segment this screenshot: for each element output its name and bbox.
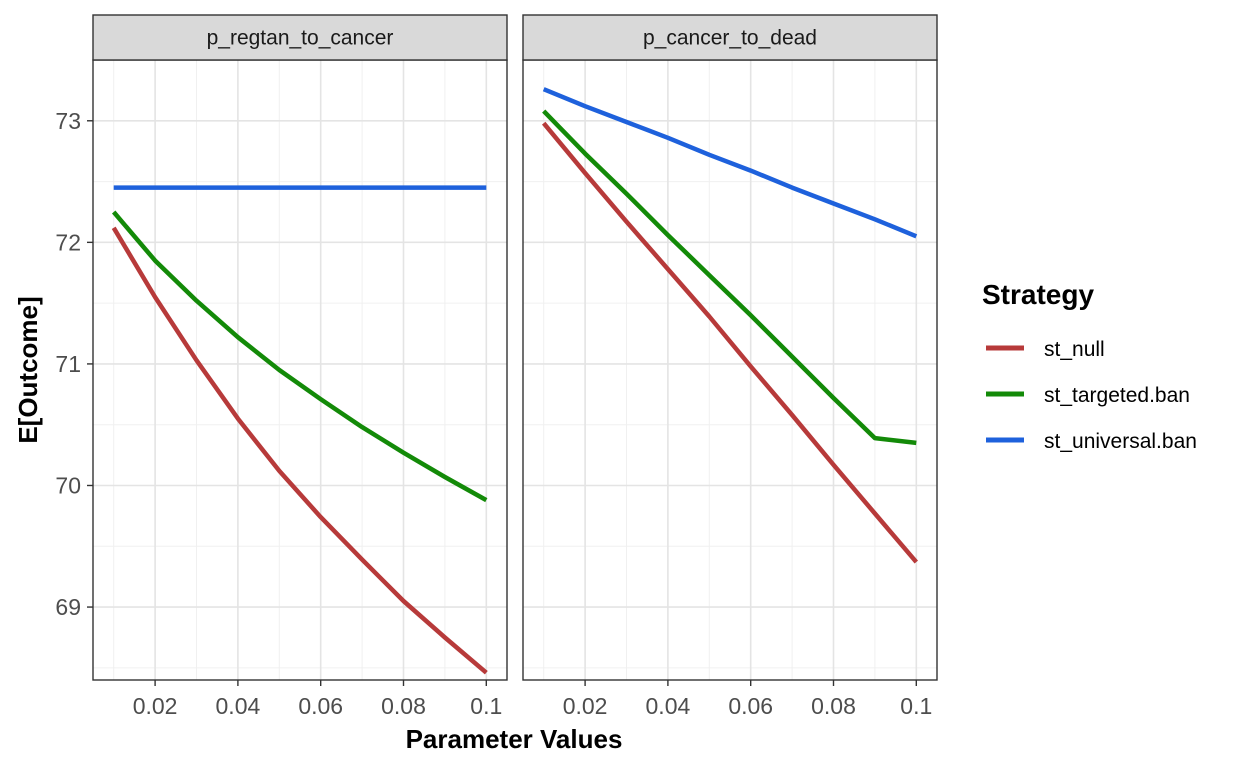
series-line-st_targeted.ban	[111, 210, 488, 503]
legend-entry-st_targeted.ban: st_targeted.ban	[986, 384, 1190, 407]
series-line-st_universal.ban	[542, 87, 918, 239]
y-tick-label: 72	[55, 229, 81, 255]
series-line-st_null	[111, 226, 488, 675]
y-tick-label: 73	[55, 108, 81, 134]
facet-strip	[522, 14, 938, 61]
legend-label-st_universal.ban: st_universal.ban	[1044, 430, 1197, 453]
panel-p_regtan_to_cancer: p_regtan_to_cancer	[92, 14, 508, 681]
x-axis-p_cancer_to_dead: 0.02 0.04 0.06 0.08 0.1	[563, 680, 932, 719]
facet-strip	[92, 14, 508, 61]
x-tick-label: 0.08	[811, 693, 856, 719]
facet-strip-label: p_regtan_to_cancer	[207, 27, 394, 50]
facet-strip-label: p_cancer_to_dead	[643, 27, 817, 50]
legend-entries: st_null st_targeted.ban st_universal.ban	[986, 338, 1197, 453]
x-tick-label: 0.02	[133, 693, 178, 719]
legend-label-st_targeted.ban: st_targeted.ban	[1044, 384, 1190, 407]
panel-p_cancer_to_dead: p_cancer_to_dead	[522, 14, 938, 681]
legend-entry-st_universal.ban: st_universal.ban	[986, 430, 1197, 453]
y-tick-label: 70	[55, 472, 81, 498]
x-tick-label: 0.1	[470, 693, 502, 719]
x-tick-label: 0.06	[728, 693, 773, 719]
series-line-st_targeted.ban	[542, 109, 917, 446]
y-tick-label: 71	[55, 351, 81, 377]
x-tick-label: 0.1	[900, 693, 932, 719]
x-tick-label: 0.04	[216, 693, 261, 719]
legend-label-st_null: st_null	[1044, 338, 1105, 361]
legend-entry-st_null: st_null	[986, 338, 1105, 361]
x-tick-label: 0.08	[381, 693, 426, 719]
series-line-st_null	[541, 121, 919, 564]
panel-background	[93, 60, 507, 680]
x-tick-label: 0.04	[646, 693, 691, 719]
x-tick-label: 0.06	[298, 693, 343, 719]
x-axis-p_regtan_to_cancer: 0.02 0.04 0.06 0.08 0.1	[133, 680, 502, 719]
panels: p_regtan_to_cancer p_cancer_to_dead	[92, 14, 938, 681]
x-tick-label: 0.02	[563, 693, 608, 719]
legend: Strategy st_null st_targeted.ban st_univer…	[982, 279, 1197, 453]
y-tick-label: 69	[55, 594, 81, 620]
y-axis-title: E[Outcome]	[13, 296, 43, 443]
legend-title: Strategy	[982, 279, 1094, 310]
x-axis-title: Parameter Values	[406, 724, 623, 754]
y-axis: 69 70 71 72 73	[55, 108, 93, 620]
x-axes: 0.02 0.04 0.06 0.08 0.1 0.02 0.04 0.06 0.08 0.1	[133, 680, 932, 719]
